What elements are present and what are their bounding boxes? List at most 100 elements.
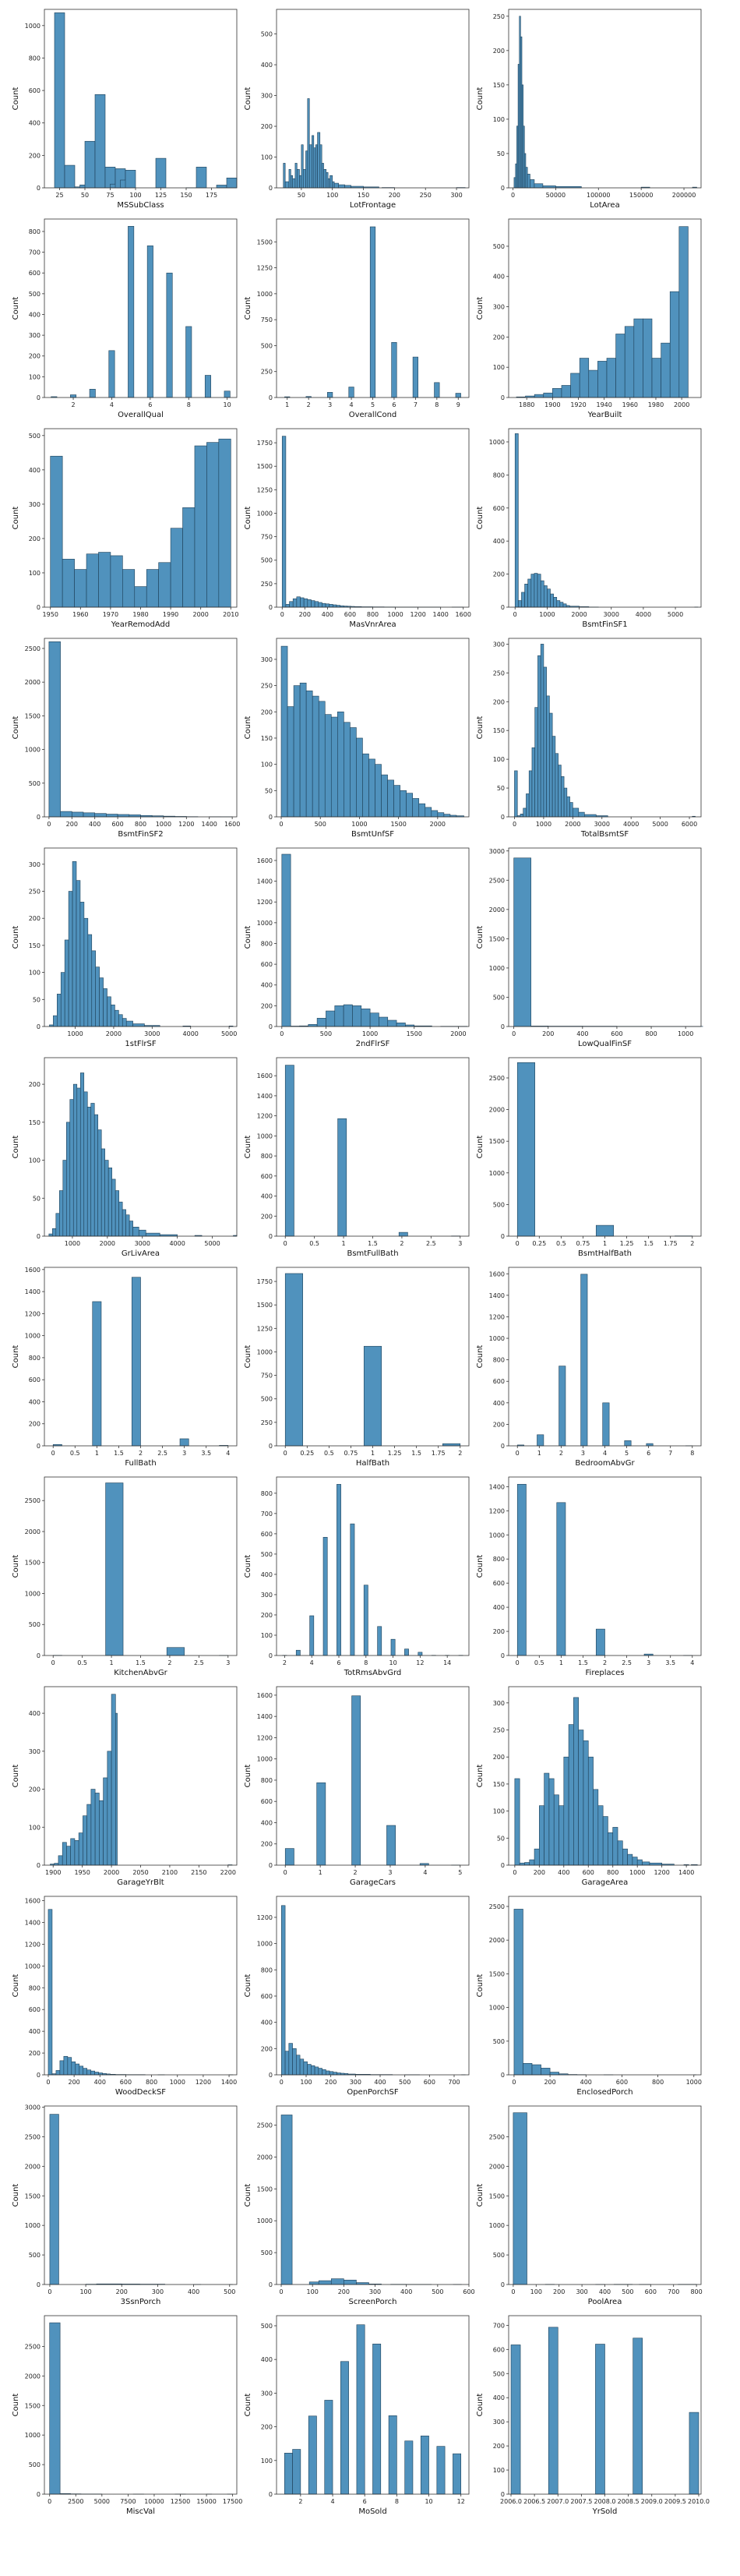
histogram-bar: [531, 2064, 541, 2076]
histogram-bar: [321, 163, 324, 189]
x-tick-label: 1500: [407, 1030, 422, 1037]
x-axis-label: YearBuilt: [587, 411, 622, 419]
y-tick-label: 2000: [489, 1107, 505, 1114]
histogram-bar: [534, 183, 544, 189]
histogram-bar: [612, 1827, 618, 1866]
histogram-svg-wooddecksf: 0 200 400 600 800 1000 1200 1400 0 200 400 600 800 10…: [12, 1896, 238, 2097]
histogram-bar: [70, 1838, 76, 1866]
y-axis-label: Count: [244, 507, 252, 530]
y-tick-label: 250: [493, 1727, 505, 1734]
histogram-bar: [337, 1484, 341, 1656]
histogram-bar: [299, 682, 307, 818]
histogram-bar: [138, 1229, 146, 1237]
y-tick-label: 0: [37, 2281, 41, 2288]
histogram-bar: [608, 1832, 614, 1866]
histogram-bar: [99, 977, 104, 1027]
x-tick-label: 600: [616, 2079, 628, 2086]
histogram-bar: [83, 812, 95, 818]
histogram-bar: [520, 814, 524, 818]
histogram-bar: [64, 939, 69, 1027]
histogram-bar: [60, 811, 72, 818]
histogram-bar: [146, 246, 153, 398]
histogram-bar: [308, 144, 312, 189]
y-tick-label: 1400: [25, 1288, 41, 1295]
histogram-svg-masvnrarea: 0 200 400 600 800 1000 1200 1400 1600 0 250 500 750 1…: [244, 428, 471, 629]
histogram-bar: [295, 1649, 301, 1656]
histogram-bar: [299, 2058, 305, 2076]
histogram-bar: [337, 711, 344, 818]
y-tick-label: 200: [261, 1841, 273, 1848]
histogram-bar: [361, 1009, 371, 1027]
histogram-bar: [99, 1800, 104, 1866]
x-axis-label: LowQualFinSF: [578, 1040, 632, 1048]
y-tick-label: 200: [261, 708, 273, 716]
x-tick-label: 2: [353, 1869, 357, 1876]
x-tick-label: 3.5: [201, 1450, 211, 1457]
x-axis-label: FullBath: [125, 1459, 156, 1468]
y-tick-label: 200: [29, 1786, 41, 1793]
histogram-bar: [568, 1724, 574, 1866]
histogram-bar: [206, 442, 220, 608]
x-tick-label: 0: [511, 192, 515, 199]
histogram-bar: [543, 392, 553, 398]
histogram-bar: [284, 2051, 290, 2076]
y-tick-label: 250: [261, 683, 273, 690]
y-tick-label: 0: [37, 394, 41, 401]
y-tick-label: 500: [261, 342, 273, 349]
x-tick-label: 3000: [594, 821, 610, 828]
histogram-bar: [76, 1087, 81, 1237]
x-tick-label: 3000: [604, 611, 619, 618]
histogram-bar: [291, 175, 294, 189]
x-tick-label: 1: [371, 1450, 375, 1457]
y-tick-label: 1500: [489, 1970, 505, 1977]
histogram-bar: [514, 1778, 520, 1866]
histogram-bar: [185, 326, 192, 398]
histogram-bar: [196, 167, 207, 189]
histogram-bar: [368, 758, 375, 818]
x-tick-label: 2006.0: [500, 2498, 522, 2505]
y-tick-label: 500: [493, 994, 505, 1001]
plot-frame: [508, 428, 702, 608]
histogram-bar: [318, 701, 326, 818]
x-tick-label: 2000: [565, 821, 580, 828]
histogram-panel-bsmtfullbath: 0 0.5 1 1.5 2 2.5 3 0 200 400 600 800 1000 1200 1400 16…: [238, 1053, 477, 1263]
histogram-bar: [90, 1103, 95, 1237]
x-tick-label: 100: [530, 2288, 542, 2295]
x-axis-label: LotFrontage: [350, 201, 396, 210]
x-tick-label: 200: [325, 2079, 337, 2086]
histogram-bar: [543, 585, 548, 608]
histogram-bar: [334, 1005, 344, 1027]
histogram-bar: [226, 178, 238, 189]
x-tick-label: 2: [72, 401, 76, 408]
y-tick-label: 0: [269, 394, 273, 401]
y-tick-label: 200: [261, 1213, 273, 1220]
x-axis-label: OverallCond: [349, 411, 397, 419]
x-tick-label: 2006.5: [523, 2498, 545, 2505]
x-tick-label: 400: [599, 2288, 611, 2295]
histogram-bar: [332, 181, 335, 189]
x-tick-label: 2009.5: [664, 2498, 686, 2505]
y-tick-label: 1200: [257, 1914, 273, 1921]
histogram-bar: [94, 94, 106, 189]
y-tick-label: 2500: [25, 645, 41, 652]
histogram-svg-mssubclass: 25 50 75 100 125 150 175 0 200 400 600 800 1000 MSSub…: [12, 9, 238, 210]
y-tick-label: 500: [29, 1621, 41, 1628]
x-tick-label: 600: [583, 1869, 594, 1876]
histogram-bar: [369, 1012, 379, 1027]
histogram-bar: [580, 1274, 588, 1447]
y-tick-label: 300: [261, 2390, 273, 2397]
x-tick-label: 800: [690, 2288, 702, 2295]
histogram-panel-poolarea: 0 100 200 300 400 500 600 700 800 0 500 1000 1500 200…: [470, 2101, 709, 2311]
x-axis-label: GarageArea: [582, 1878, 629, 1887]
x-tick-label: 1: [110, 1659, 114, 1666]
x-axis-label: TotalBsmtSF: [580, 830, 629, 839]
x-tick-label: 1880: [519, 401, 534, 408]
y-tick-label: 2000: [489, 2163, 505, 2170]
histogram-bar: [292, 598, 298, 608]
histogram-panel-enclosedporch: 0 200 400 600 800 1000 0 500 1000 1500 2000 2500 Enc…: [470, 1892, 709, 2101]
x-tick-label: 7: [414, 401, 418, 408]
histogram-bar: [524, 1862, 530, 1866]
y-tick-label: 250: [261, 1419, 273, 1426]
y-tick-label: 1600: [257, 1692, 273, 1699]
histogram-bar: [387, 779, 394, 818]
